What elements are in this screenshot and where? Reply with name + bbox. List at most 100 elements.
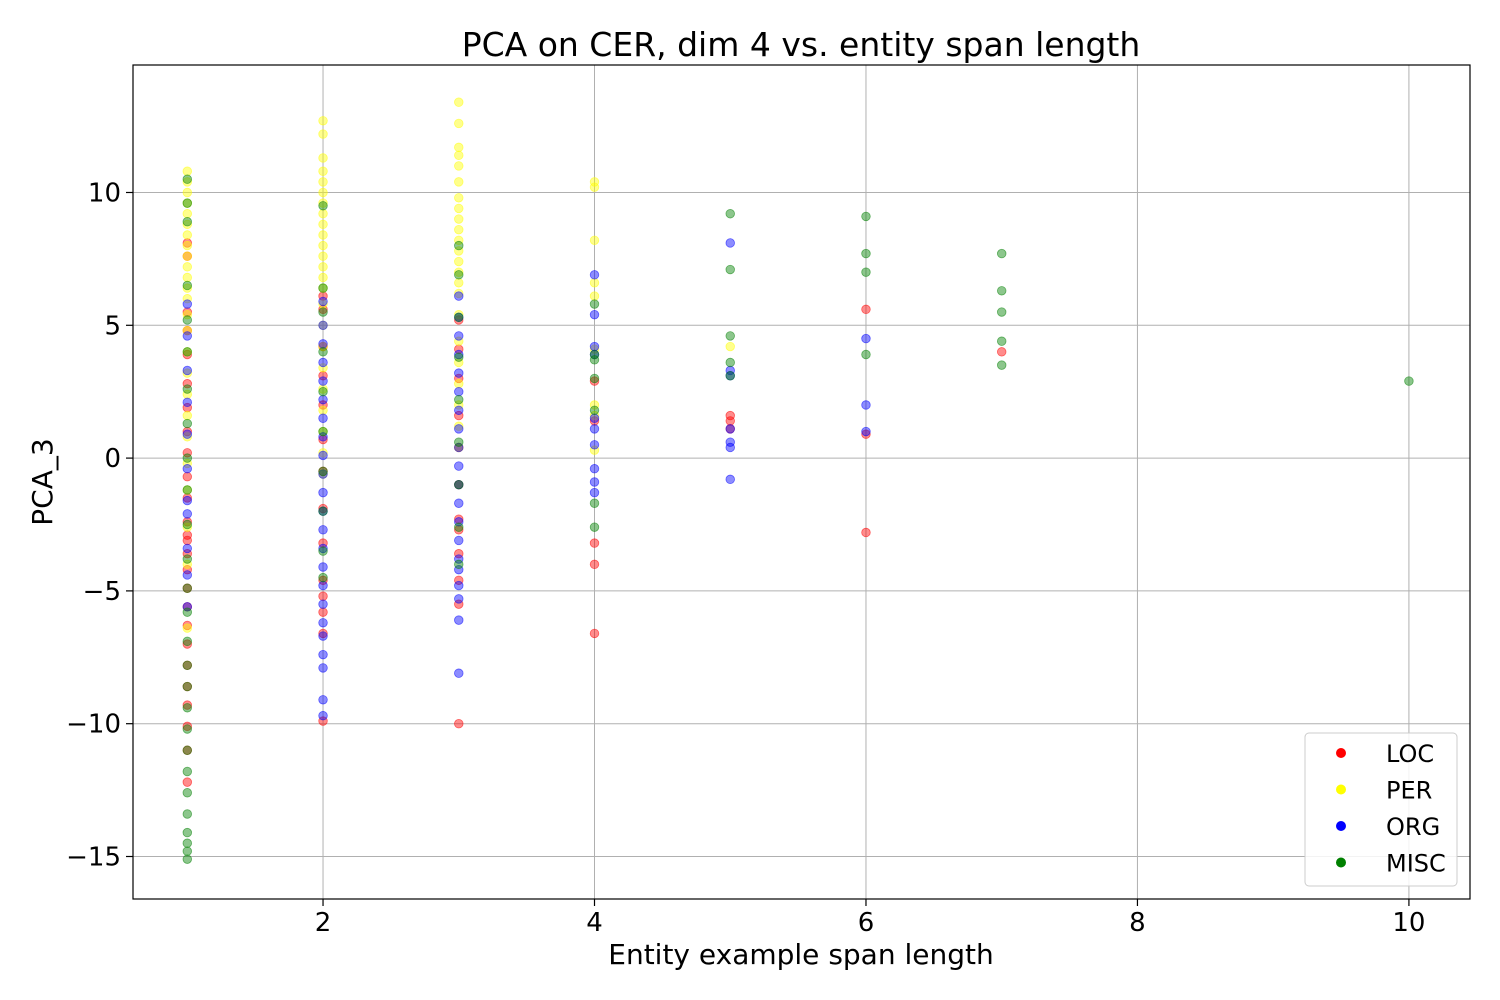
data-point bbox=[454, 224, 464, 235]
data-point bbox=[182, 809, 192, 819]
data-point bbox=[182, 251, 192, 261]
data-point bbox=[997, 336, 1007, 346]
data-point bbox=[589, 498, 600, 508]
data-point bbox=[318, 251, 328, 261]
x-axis-label: Entity example span length bbox=[608, 938, 993, 971]
data-point bbox=[318, 400, 328, 410]
data-point bbox=[182, 315, 192, 325]
data-point bbox=[318, 716, 328, 726]
data-point bbox=[318, 543, 328, 554]
data-point bbox=[318, 469, 328, 479]
data-point bbox=[454, 424, 464, 434]
data-point bbox=[454, 668, 464, 678]
data-point bbox=[318, 405, 328, 415]
data-point bbox=[454, 437, 464, 447]
data-point bbox=[454, 97, 464, 107]
data-point bbox=[318, 575, 328, 585]
data-point bbox=[318, 209, 328, 219]
data-point bbox=[589, 522, 600, 532]
data-point bbox=[182, 681, 192, 692]
data-point bbox=[454, 118, 464, 129]
data-point bbox=[454, 161, 464, 171]
data-point bbox=[318, 376, 328, 386]
data-point bbox=[182, 458, 192, 469]
legend-box bbox=[1304, 732, 1458, 887]
series-per bbox=[182, 97, 735, 633]
data-point bbox=[318, 607, 328, 617]
data-point bbox=[318, 386, 328, 397]
data-point bbox=[318, 628, 328, 639]
data-point bbox=[318, 580, 328, 591]
data-point bbox=[182, 549, 192, 559]
data-point bbox=[589, 628, 600, 639]
data-point bbox=[182, 660, 192, 670]
data-point bbox=[182, 365, 192, 376]
data-point bbox=[589, 270, 600, 280]
plot-area-frame bbox=[132, 64, 1471, 900]
data-point bbox=[318, 307, 328, 317]
data-point bbox=[182, 485, 192, 495]
data-point bbox=[182, 788, 192, 798]
data-point bbox=[182, 410, 192, 421]
data-point bbox=[997, 286, 1007, 296]
data-point bbox=[182, 509, 192, 519]
data-point bbox=[182, 721, 192, 732]
data-point bbox=[182, 384, 192, 394]
data-point bbox=[454, 352, 464, 362]
data-point bbox=[182, 448, 192, 458]
data-point bbox=[589, 235, 600, 245]
data-point bbox=[454, 368, 464, 378]
data-point bbox=[182, 570, 192, 580]
data-point bbox=[318, 371, 328, 381]
data-point bbox=[318, 487, 328, 498]
data-point bbox=[454, 312, 464, 323]
x-tick-label: 10 bbox=[1392, 908, 1425, 938]
data-point bbox=[454, 235, 464, 245]
data-point bbox=[454, 142, 464, 153]
data-point bbox=[454, 256, 464, 267]
data-point bbox=[589, 487, 600, 498]
data-point bbox=[182, 349, 192, 360]
data-point bbox=[454, 379, 464, 389]
data-point bbox=[454, 203, 464, 214]
data-point bbox=[589, 182, 600, 192]
legend-label-org: ORG bbox=[1386, 813, 1440, 841]
data-point bbox=[318, 432, 328, 442]
x-tick-label: 2 bbox=[315, 908, 332, 938]
data-point bbox=[182, 325, 192, 336]
data-point bbox=[861, 248, 871, 259]
data-point bbox=[861, 426, 871, 437]
series-org bbox=[182, 238, 871, 721]
data-point bbox=[454, 309, 464, 320]
data-point bbox=[861, 349, 871, 360]
y-tick-label: −15 bbox=[66, 843, 121, 873]
data-point bbox=[318, 153, 328, 163]
data-point bbox=[182, 846, 192, 856]
data-point bbox=[454, 559, 464, 570]
data-point bbox=[318, 394, 328, 405]
data-point bbox=[454, 549, 464, 559]
data-point bbox=[182, 402, 192, 413]
data-point bbox=[182, 347, 192, 357]
data-point bbox=[318, 320, 328, 330]
data-point bbox=[318, 649, 328, 660]
y-tick-label: 0 bbox=[104, 444, 121, 474]
legend-marker-org bbox=[1336, 821, 1346, 831]
data-point bbox=[182, 838, 192, 848]
data-point bbox=[318, 631, 328, 641]
data-point bbox=[318, 546, 328, 556]
data-point bbox=[861, 267, 871, 277]
data-point bbox=[318, 384, 328, 394]
data-point bbox=[182, 299, 192, 309]
data-point bbox=[182, 198, 192, 208]
data-point bbox=[318, 572, 328, 583]
y-axis-ticks: 10 5 0 −5 −10 −15 bbox=[66, 178, 133, 873]
data-point bbox=[182, 471, 192, 482]
data-point bbox=[454, 373, 464, 384]
data-point bbox=[589, 299, 600, 309]
data-point bbox=[454, 498, 464, 508]
data-point bbox=[454, 214, 464, 224]
data-point bbox=[182, 426, 192, 437]
data-point bbox=[318, 450, 328, 461]
data-point bbox=[454, 535, 464, 546]
